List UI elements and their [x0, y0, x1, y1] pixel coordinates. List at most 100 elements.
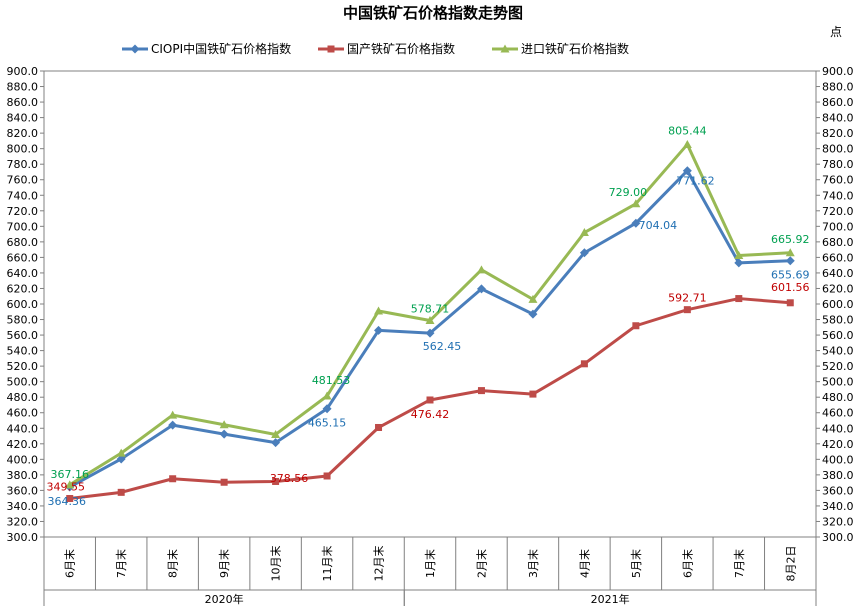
- data-point-triangle: [374, 306, 384, 315]
- y-tick-label-left: 340.0: [7, 500, 39, 513]
- data-point-triangle: [168, 410, 178, 419]
- data-point-square: [580, 360, 588, 368]
- y-tick-label-left: 300.0: [7, 531, 39, 544]
- x-tick-label: 8月2日: [784, 546, 797, 582]
- x-tick-label: 11月末: [320, 546, 334, 582]
- legend: CIOPI中国铁矿石价格指数 国产铁矿石价格指数 进口铁矿石价格指数: [122, 41, 629, 56]
- y-tick-label-left: 820.0: [7, 127, 39, 140]
- y-tick-label-right: 520.0: [822, 360, 854, 373]
- data-point-triangle: [219, 420, 229, 429]
- data-label: 364.36: [47, 495, 86, 508]
- y-tick-label-left: 320.0: [7, 515, 39, 528]
- y-tick-label-left: 660.0: [7, 251, 39, 264]
- data-point-triangle: [785, 248, 795, 257]
- y-tick-label-left: 620.0: [7, 282, 39, 295]
- y-axis-left: 300.0 320.0 340.0 360.0 380.0 400.0 420.0 440.0…: [7, 65, 44, 544]
- data-label: 562.45: [423, 340, 462, 353]
- data-label: 665.92: [771, 233, 810, 246]
- data-point-diamond: [631, 218, 641, 228]
- data-point-triangle: [734, 250, 744, 259]
- data-point-square: [375, 423, 383, 431]
- y-tick-label-right: 640.0: [822, 267, 854, 280]
- data-label: 601.56: [771, 281, 810, 294]
- y-tick-label-left: 420.0: [7, 438, 39, 451]
- y-tick-label-left: 560.0: [7, 329, 39, 342]
- data-point-triangle: [116, 448, 126, 457]
- data-point-square: [66, 495, 74, 503]
- y-tick-label-left: 520.0: [7, 360, 39, 373]
- series-1: [66, 295, 794, 503]
- data-point-diamond: [374, 325, 384, 335]
- y-tick-label-right: 580.0: [822, 314, 854, 327]
- y-tick-label-right: 800.0: [822, 143, 854, 156]
- data-label: 704.04: [639, 219, 678, 232]
- y-tick-label-left: 840.0: [7, 112, 39, 125]
- y-tick-label-right: 680.0: [822, 236, 854, 249]
- data-label: 771.62: [676, 175, 715, 188]
- data-point-square: [735, 295, 743, 303]
- data-label: 481.53: [312, 374, 351, 387]
- data-point-triangle: [500, 44, 510, 53]
- y-tick-label-right: 320.0: [822, 515, 854, 528]
- y-tick-label-left: 460.0: [7, 407, 39, 420]
- data-point-diamond: [734, 258, 744, 268]
- data-label: 349.55: [46, 481, 85, 494]
- chart-title: 中国铁矿石价格指数走势图: [343, 4, 523, 22]
- data-point-diamond: [579, 248, 589, 258]
- y-tick-label-left: 700.0: [7, 220, 39, 233]
- y-tick-label-left: 380.0: [7, 469, 39, 482]
- data-point-triangle: [682, 139, 692, 148]
- data-point-triangle: [528, 294, 538, 303]
- data-point-triangle: [631, 199, 641, 208]
- x-tick-label: 7月末: [114, 549, 128, 578]
- data-label: 578.71: [411, 303, 450, 316]
- y-tick-label-left: 480.0: [7, 391, 39, 404]
- series-group: [65, 139, 795, 503]
- data-point-diamond: [116, 454, 126, 464]
- y-tick-label-right: 600.0: [822, 298, 854, 311]
- x-tick-label: 2月末: [474, 549, 488, 578]
- y-tick-label-right: 700.0: [822, 220, 854, 233]
- y-tick-label-right: 360.0: [822, 484, 854, 497]
- x-tick-label: 7月末: [732, 549, 746, 578]
- data-point-square: [426, 396, 434, 404]
- data-point-diamond: [476, 284, 486, 294]
- x-tick-label: 3月末: [526, 549, 540, 578]
- y-tick-label-right: 380.0: [822, 469, 854, 482]
- y-tick-label-right: 440.0: [822, 422, 854, 435]
- y-tick-label-left: 900.0: [7, 65, 39, 78]
- x-tick-label: 9月末: [217, 549, 231, 578]
- data-point-triangle: [579, 228, 589, 237]
- data-point-square: [117, 488, 125, 496]
- y-tick-label-right: 340.0: [822, 500, 854, 513]
- x-tick-label: 8月末: [166, 549, 180, 578]
- data-point-diamond: [219, 429, 229, 439]
- data-point-square: [220, 478, 228, 486]
- y-tick-label-left: 880.0: [7, 81, 39, 94]
- y-tick-label-left: 760.0: [7, 174, 39, 187]
- y-axis-right: 300.0 320.0 340.0 360.0 380.0 400.0 420.0 440.0…: [816, 65, 854, 544]
- legend-label: 国产铁矿石价格指数: [347, 41, 455, 56]
- data-point-square: [272, 477, 280, 485]
- y-tick-label-right: 620.0: [822, 282, 854, 295]
- data-point-square: [169, 475, 177, 483]
- data-label: 465.15: [308, 417, 347, 430]
- data-point-triangle: [65, 480, 75, 489]
- data-point-diamond: [130, 44, 140, 54]
- y-tick-label-right: 820.0: [822, 127, 854, 140]
- y-tick-label-left: 360.0: [7, 484, 39, 497]
- series-2: [65, 139, 795, 489]
- y-tick-label-right: 420.0: [822, 438, 854, 451]
- legend-label: 进口铁矿石价格指数: [521, 41, 629, 56]
- y-tick-label-left: 640.0: [7, 267, 39, 280]
- data-point-square: [632, 322, 640, 330]
- legend-item-0: CIOPI中国铁矿石价格指数: [122, 41, 291, 56]
- y-tick-label-right: 500.0: [822, 376, 854, 389]
- data-point-square: [323, 472, 331, 480]
- data-point-diamond: [682, 166, 692, 176]
- x-tick-label: 10月末: [269, 546, 283, 582]
- y-tick-label-left: 800.0: [7, 143, 39, 156]
- y-tick-label-right: 400.0: [822, 453, 854, 466]
- data-label: 729.00: [609, 186, 648, 199]
